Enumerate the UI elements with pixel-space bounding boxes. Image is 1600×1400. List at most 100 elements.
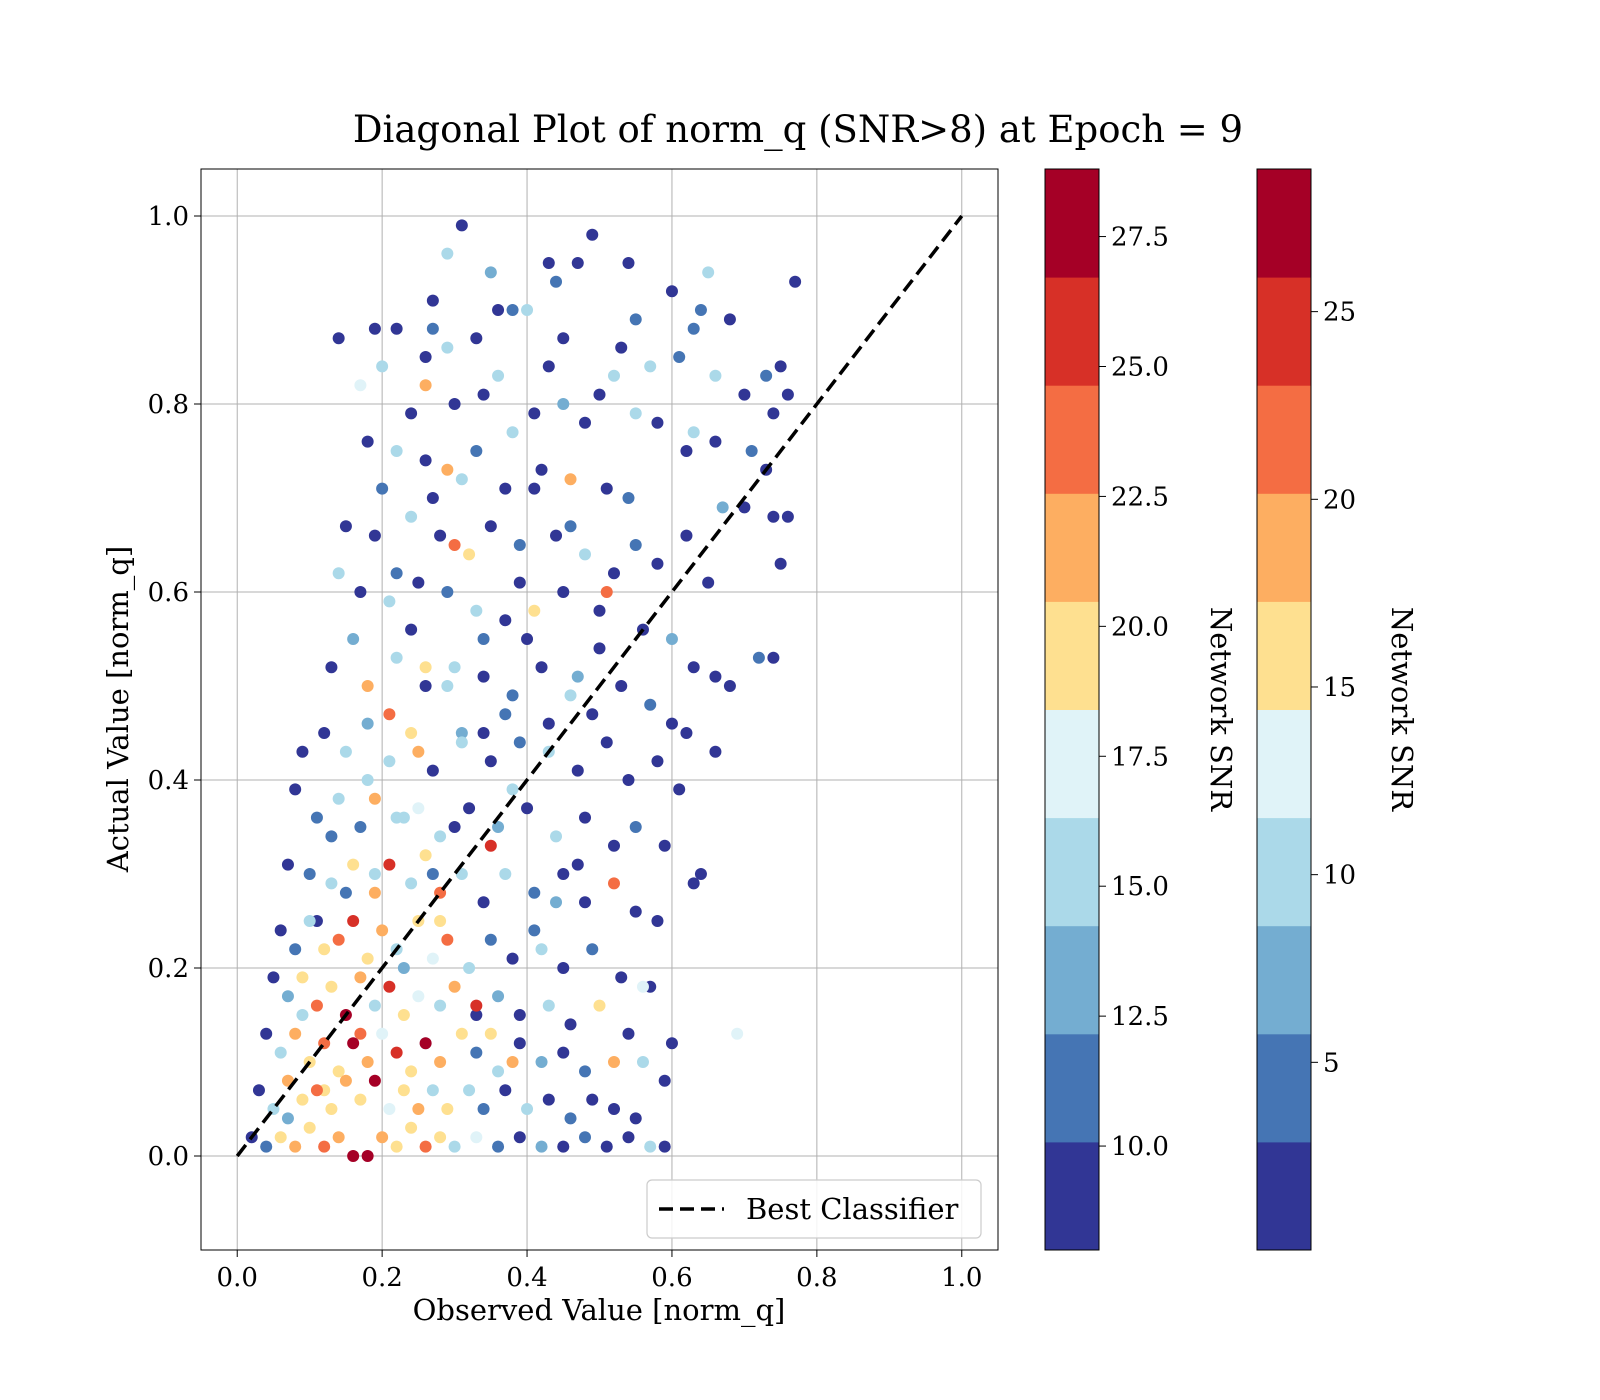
colorbar-segment [1257,493,1311,602]
scatter-point [528,407,541,420]
colorbar-segment [1257,601,1311,710]
scatter-point [361,774,374,786]
colorbar-snr-primary-label: Network SNR [1204,607,1238,812]
scatter-point [448,661,461,674]
scatter-point [455,219,468,232]
scatter-point [658,839,671,852]
scatter-point [368,322,381,335]
scatter-point [607,1056,620,1068]
colorbar-tick-label: 20 [1323,485,1356,515]
scatter-point [303,915,316,927]
colorbar-segment [1045,709,1099,819]
colorbar-tick-label: 10 [1323,861,1356,891]
scatter-point [564,473,577,486]
scatter-point [426,322,439,335]
scatter-point [513,576,526,589]
scatter-point [477,633,490,645]
scatter-point [455,736,468,749]
scatter-point [484,520,497,533]
scatter-point [557,962,570,974]
scatter-point [629,1112,642,1125]
scatter-point [774,360,787,373]
scatter-point [354,586,367,598]
scatter-point [383,755,396,768]
scatter-point [636,980,649,993]
scatter-point [506,304,519,316]
scatter-point [397,811,410,824]
scatter-point [332,933,345,946]
scatter-point [528,886,541,899]
scatter-point [390,1046,403,1059]
scatter-point [477,727,490,739]
scatter-point [339,520,352,533]
scatter-point [738,388,751,401]
scatter-point [390,322,403,335]
scatter-point [332,1065,345,1078]
scatter-point [289,1027,302,1040]
scatter-point [542,360,555,373]
scatter-point [390,1140,403,1153]
scatter-point [723,680,736,692]
scatter-point [405,510,418,523]
scatter-point [622,1131,635,1144]
scatter-point [405,727,418,739]
scatter-point [600,736,613,749]
scatter-point [492,990,505,1003]
scatter-point [513,539,526,551]
scatter-point [636,1056,649,1068]
scatter-point [383,1103,396,1115]
scatter-point [629,821,642,833]
colorbar-segment [1257,169,1311,278]
scatter-point [513,736,526,749]
scatter-point [376,924,389,937]
colorbar-tick-label: 25 [1323,298,1356,328]
plot-frame [200,168,999,1251]
scatter-point [521,802,534,815]
scatter-point [571,858,584,871]
scatter-point [455,1027,468,1040]
scatter-point [448,539,461,551]
scatter-point [434,1056,447,1068]
scatter-point [412,1103,425,1115]
scatter-point [499,482,512,495]
scatter-point [310,1084,323,1097]
y-axis-label: Actual Value [norm_q] [101,546,136,873]
scatter-point [426,764,439,777]
scatter-point [441,586,454,598]
scatter-point [723,313,736,326]
scatter-point [419,849,432,862]
scatter-point [484,1027,497,1040]
scatter-point [542,717,555,730]
scatter-point [499,614,512,627]
scatter-point [274,1046,287,1059]
scatter-point [347,1150,360,1162]
scatter-point [470,1131,483,1144]
scatter-point [586,708,599,721]
scatter-point [405,1065,418,1078]
scatter-point [405,407,418,420]
colorbar-segment [1045,385,1099,494]
scatter-point [586,943,599,956]
scatter-point [709,369,722,382]
scatter-point [535,661,548,674]
scatter-point [441,933,454,946]
scatter-point [339,886,352,899]
scatter-point [361,952,374,965]
scatter-point [506,952,519,965]
scatter-point [571,764,584,777]
colorbar-snr-primary: 10.0 12.5 15.0 17.5 20.0 22.5 25.0 27.5 [1044,168,1169,1251]
scatter-point [463,962,476,974]
scatter-point [651,915,664,927]
scatter-point [607,1103,620,1115]
scatter-point [419,351,432,363]
colorbar-tick-label: 15.0 [1111,872,1169,902]
scatter-point [405,623,418,636]
scatter-point [767,407,780,420]
scatter-point [579,1131,592,1144]
scatter-point [463,802,476,815]
scatter-point [405,1121,418,1134]
scatter-point [361,435,374,448]
colorbar-segment [1045,169,1099,278]
colorbar-segment [1257,709,1311,819]
